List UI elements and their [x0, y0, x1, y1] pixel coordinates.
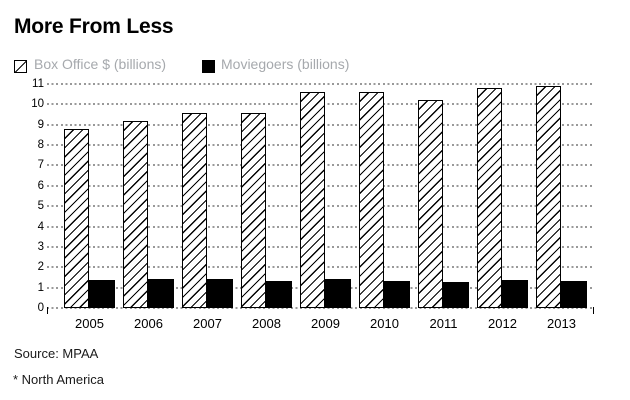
y-tick-label-1: 1 [37, 281, 44, 294]
bar-moviegoers-2005 [89, 279, 115, 308]
x-tick-label-2008: 2008 [252, 316, 281, 331]
x-tick-label-2011: 2011 [429, 316, 458, 331]
y-tick-label-4: 4 [37, 220, 44, 233]
y-tick-label-0: 0 [37, 302, 44, 314]
bar-box-office-2006 [123, 120, 148, 308]
y-tick-label-5: 5 [37, 200, 44, 213]
bar-box-office-2012 [477, 88, 502, 308]
bar-moviegoers-2007 [207, 279, 233, 308]
bar-moviegoers-2010 [384, 280, 410, 308]
bar-box-office-2013 [536, 86, 561, 308]
legend-hatched-square-icon [14, 60, 27, 73]
legend-label-box-office: Box Office $ (billions) [34, 56, 167, 72]
x-axis-end-tick-right [593, 307, 594, 314]
bar-box-office-2007 [182, 112, 207, 308]
bar-moviegoers-2009 [325, 279, 351, 308]
footnote: * North America [13, 372, 105, 387]
x-tick-label-2009: 2009 [311, 316, 340, 331]
y-tick-label-8: 8 [37, 139, 44, 152]
gridline-y-11 [47, 83, 594, 85]
bar-moviegoers-2012 [502, 280, 528, 308]
bar-box-office-2011 [418, 100, 443, 308]
bar-moviegoers-2006 [148, 279, 174, 308]
legend-label-moviegoers: Moviegoers (billions) [221, 56, 350, 72]
y-tick-label-7: 7 [37, 159, 44, 172]
bar-moviegoers-2008 [266, 280, 292, 308]
bar-moviegoers-2011 [443, 281, 469, 308]
bar-box-office-2005 [64, 128, 89, 308]
bar-box-office-2010 [359, 92, 384, 308]
bar-box-office-2008 [241, 112, 266, 308]
y-tick-label-9: 9 [37, 118, 44, 131]
y-tick-label-11: 11 [32, 78, 44, 90]
y-tick-label-2: 2 [37, 261, 44, 274]
gridline-y-0 [47, 307, 594, 309]
chart-title: More From Less [14, 15, 174, 38]
x-tick-label-2006: 2006 [134, 316, 163, 331]
y-tick-label-6: 6 [37, 179, 44, 192]
bar-moviegoers-2013 [561, 280, 587, 308]
x-tick-label-2013: 2013 [547, 316, 576, 331]
x-tick-label-2010: 2010 [370, 316, 399, 331]
bar-box-office-2009 [300, 92, 325, 308]
y-tick-label-3: 3 [37, 240, 44, 253]
legend-black-square-icon [202, 60, 215, 73]
x-tick-label-2005: 2005 [75, 316, 104, 331]
y-tick-label-10: 10 [31, 98, 44, 111]
source-note: Source: MPAA [14, 346, 99, 361]
x-tick-label-2012: 2012 [488, 316, 517, 331]
x-axis-end-tick-left [47, 307, 48, 314]
x-tick-label-2007: 2007 [193, 316, 222, 331]
